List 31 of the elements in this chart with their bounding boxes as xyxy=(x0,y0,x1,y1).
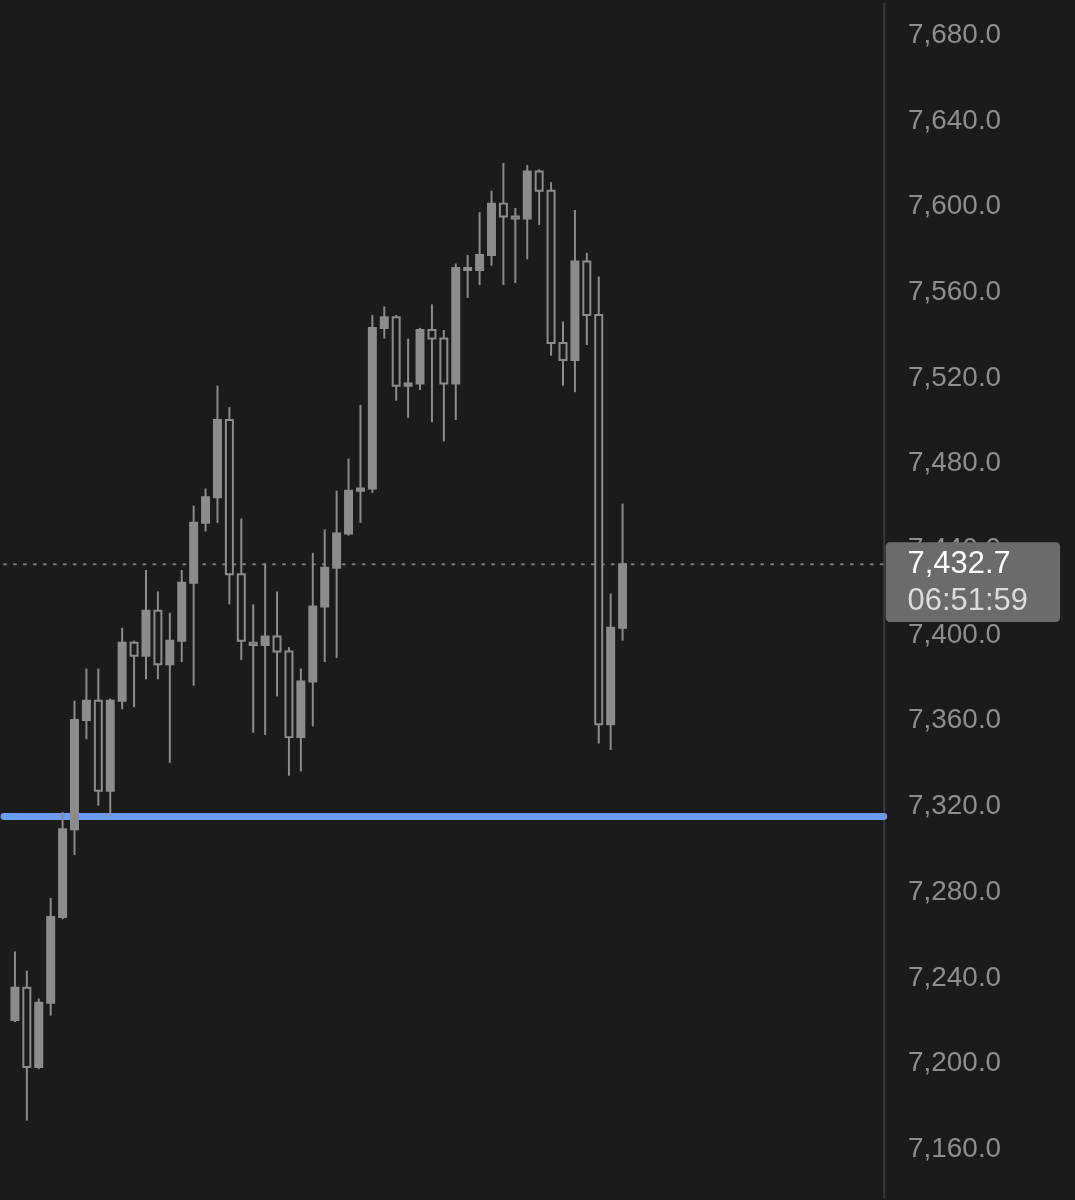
y-tick-label: 7,280.0 xyxy=(908,874,1002,906)
candlestick xyxy=(248,603,258,734)
y-tick-label: 7,600.0 xyxy=(908,189,1002,221)
candlestick xyxy=(475,211,485,287)
y-tick-label: 7,160.0 xyxy=(908,1131,1002,1163)
y-tick-label: 7,400.0 xyxy=(908,617,1002,649)
candlestick xyxy=(510,206,520,284)
candlestick xyxy=(260,562,270,736)
y-tick-label: 7,240.0 xyxy=(908,960,1002,992)
candlestick xyxy=(81,667,91,741)
candlestick xyxy=(379,305,389,340)
y-tick-label: 7,560.0 xyxy=(908,274,1002,306)
y-tick-label: 7,480.0 xyxy=(908,446,1002,478)
ref-line-label: 7,432.7 xyxy=(907,545,1011,581)
text: 06:51:59 xyxy=(907,582,1028,618)
y-tick-label: 7,520.0 xyxy=(908,360,1002,392)
candlestick xyxy=(558,320,568,387)
y-tick-label: 7,360.0 xyxy=(908,703,1002,735)
y-tick-label: 7,320.0 xyxy=(908,789,1002,821)
candlestick xyxy=(129,639,139,709)
candlestick xyxy=(498,161,508,287)
candlestick xyxy=(403,337,413,419)
candlestick xyxy=(534,168,544,227)
y-tick-label: 7,680.0 xyxy=(908,17,1002,49)
candlestick xyxy=(355,404,365,524)
candlestick xyxy=(427,303,437,424)
candlestick xyxy=(165,611,175,764)
candlestick xyxy=(463,254,473,299)
y-tick-label: 7,200.0 xyxy=(908,1046,1002,1078)
y-tick-label: 7,640.0 xyxy=(908,103,1002,135)
candlestick xyxy=(272,590,282,698)
